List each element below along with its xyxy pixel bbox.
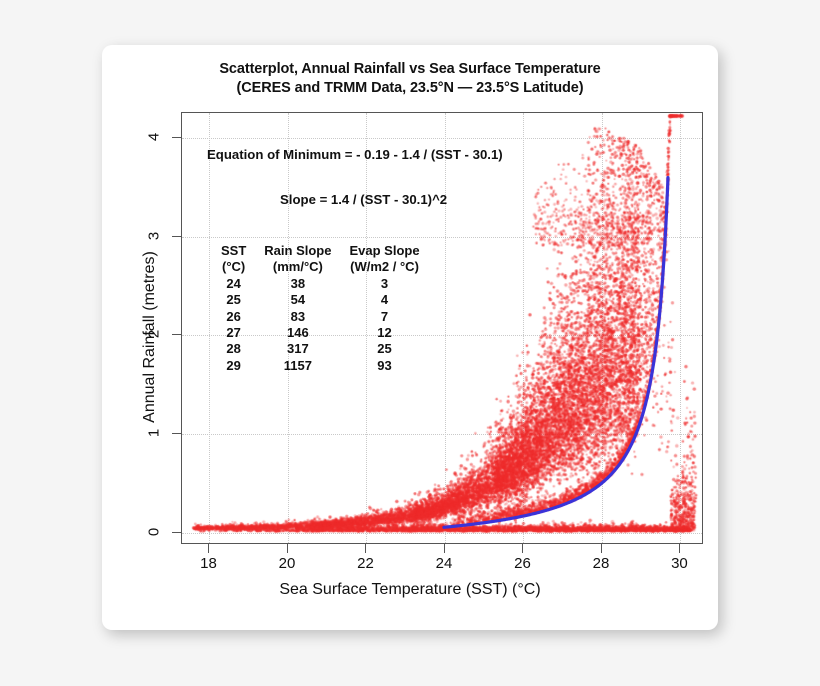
table-cell-r4-c2: 25 (377, 341, 392, 357)
table-row: 26 83 7 (212, 309, 429, 325)
table-header-row-1: SST Rain Slope Evap Slope (212, 243, 429, 259)
table-subheader-1: (mm/°C) (272, 259, 323, 275)
y-tick-3 (172, 235, 181, 237)
table-cell-r0-c0: 24 (226, 275, 241, 291)
y-axis-title: Annual Rainfall (metres) (141, 251, 158, 423)
y-tick-0 (172, 532, 181, 534)
x-tick-label-26: 26 (514, 555, 531, 572)
table-cell-r0-c2: 3 (380, 275, 389, 291)
table-cell-r5-c0: 29 (226, 357, 241, 373)
table-cell-r4-c0: 28 (226, 341, 241, 357)
table-row: 28 317 25 (212, 341, 429, 357)
table-cell-r3-c1: 146 (287, 325, 309, 341)
x-tick-28 (600, 544, 602, 553)
y-tick-label-0: 0 (145, 527, 163, 537)
table-cell-r1-c2: 4 (380, 292, 389, 308)
table-cell-r2-c2: 7 (380, 308, 389, 324)
x-tick-18 (208, 544, 210, 553)
table-cell-r1-c0: 25 (226, 292, 241, 308)
x-axis-title: Sea Surface Temperature (SST) (°C) (279, 581, 541, 598)
table-row: 24 38 3 (212, 276, 429, 292)
y-tick-1 (172, 433, 181, 435)
y-tick-label-4: 4 (145, 132, 163, 141)
plot-area (181, 112, 703, 544)
x-tick-label-30: 30 (671, 555, 688, 572)
minimum-envelope-curve (442, 175, 670, 529)
y-tick-2 (172, 334, 181, 336)
table-header-row-2: (°C) (mm/°C) (W/m2 / °C) (212, 259, 429, 275)
table-row: 29 1157 93 (212, 358, 429, 374)
x-tick-22 (365, 544, 367, 553)
table-subheader-0: (°C) (222, 259, 246, 275)
table-subheader-2: (W/m2 / °C) (350, 259, 419, 275)
scatterplot-figure: Scatterplot, Annual Rainfall vs Sea Surf… (102, 45, 718, 630)
x-tick-label-28: 28 (592, 555, 610, 572)
x-tick-label-22: 22 (357, 555, 374, 572)
x-tick-label-20: 20 (278, 555, 296, 572)
table-cell-r3-c0: 27 (226, 325, 241, 341)
table-row: 25 54 4 (212, 292, 429, 308)
table-cell-r5-c2: 93 (377, 357, 392, 373)
table-header-2: Evap Slope (349, 243, 420, 258)
table-cell-r1-c1: 54 (290, 292, 306, 308)
x-tick-24 (443, 544, 445, 553)
x-tick-label-24: 24 (435, 555, 453, 572)
equation-of-minimum-annotation: Equation of Minimum = - 0.19 - 1.4 / (SS… (207, 147, 503, 162)
x-tick-30 (679, 544, 681, 553)
slope-summary-table: SST Rain Slope Evap Slope (°C) (mm/°C) (W/m2… (212, 243, 429, 374)
table-cell-r2-c0: 26 (226, 308, 241, 324)
table-header-0: SST (221, 243, 247, 258)
y-tick-4 (172, 136, 181, 138)
table-header-1: Rain Slope (264, 243, 332, 258)
table-row: 27 146 12 (212, 325, 429, 341)
table-body: 24 38 3 25 54 4 26 83 7 27 146 12 28 317 25 29 1157 93 (212, 276, 429, 374)
table-cell-r4-c1: 317 (287, 341, 309, 357)
figure-card: Scatterplot, Annual Rainfall vs Sea Surf… (102, 45, 718, 630)
table-cell-r5-c1: 1157 (283, 357, 312, 373)
table-cell-r0-c1: 38 (290, 275, 306, 291)
x-tick-20 (286, 544, 288, 553)
chart-title-line1: Scatterplot, Annual Rainfall vs Sea Surf… (219, 61, 601, 77)
table-cell-r2-c1: 83 (290, 308, 306, 324)
x-tick-26 (522, 544, 524, 553)
chart-title-line2: (CERES and TRMM Data, 23.5°N — 23.5°S La… (236, 80, 584, 96)
table-cell-r3-c2: 12 (377, 325, 392, 341)
slope-annotation: Slope = 1.4 / (SST - 30.1)^2 (280, 192, 448, 207)
x-tick-label-18: 18 (200, 555, 217, 572)
